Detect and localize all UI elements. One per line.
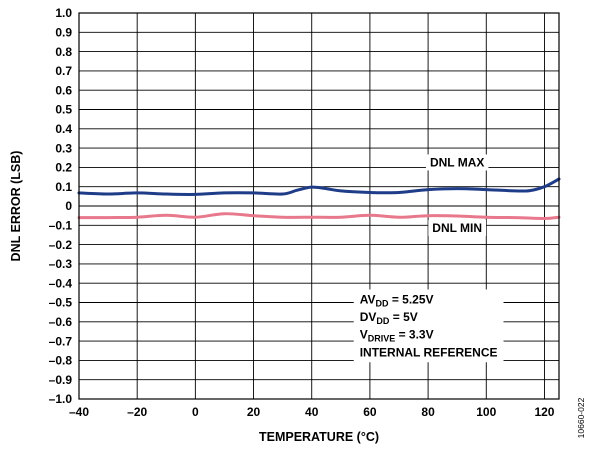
condition-line: INTERNAL REFERENCE bbox=[360, 345, 498, 359]
x-axis-title: TEMPERATURE (°C) bbox=[259, 430, 379, 444]
y-tick-label: 0.6 bbox=[55, 83, 72, 97]
plot-frame bbox=[78, 12, 560, 400]
x-tick-label: 60 bbox=[363, 405, 377, 419]
y-tick-label: –0.4 bbox=[49, 276, 73, 290]
y-tick-label: 0 bbox=[65, 199, 72, 213]
y-tick-labels: 1.0 0.9 0.8 0.7 0.6 0.5 0.4 0.3 0.2 0.1 0 –0.1 –0.2 –… bbox=[49, 6, 73, 406]
dnl-min-label: DNL MIN bbox=[432, 221, 482, 235]
x-tick-label: 100 bbox=[476, 405, 496, 419]
dnl-max-label: DNL MAX bbox=[430, 155, 484, 169]
y-tick-label: 0.8 bbox=[55, 45, 72, 59]
y-tick-label: –0.2 bbox=[49, 238, 73, 252]
y-tick-label: –0.9 bbox=[49, 373, 73, 387]
y-tick-label: 0.1 bbox=[55, 180, 72, 194]
y-axis-title: DNL ERROR (LSB) bbox=[9, 151, 23, 262]
x-tick-label: 0 bbox=[192, 405, 199, 419]
y-tick-label: 0.7 bbox=[55, 64, 72, 78]
x-tick-label: –20 bbox=[127, 405, 147, 419]
y-tick-label: 1.0 bbox=[55, 6, 72, 20]
conditions-annotation: AVDD = 5.25V DVDD = 5V VDRIVE = 3.3VINTERN… bbox=[360, 292, 498, 359]
y-tick-label: –0.5 bbox=[49, 296, 73, 310]
y-tick-label: –1.0 bbox=[49, 392, 73, 406]
y-tick-label: –0.7 bbox=[49, 334, 73, 348]
y-tick-label: 0.9 bbox=[55, 26, 72, 40]
y-tick-label: –0.8 bbox=[49, 354, 73, 368]
figure-id: 10660-022 bbox=[576, 397, 586, 438]
condition-line: AVDD = 5.25V bbox=[360, 292, 434, 308]
x-tick-label: –40 bbox=[69, 405, 89, 419]
y-tick-label: –0.3 bbox=[49, 257, 73, 271]
y-tick-label: 0.2 bbox=[55, 161, 72, 175]
series-line-dnl-min bbox=[77, 212, 561, 221]
x-tick-label: 120 bbox=[534, 405, 554, 419]
dnl-max-label-bg bbox=[425, 154, 489, 171]
y-tick-label: 0.4 bbox=[55, 122, 72, 136]
series-line-dnl-max bbox=[77, 177, 561, 196]
data-series bbox=[77, 177, 561, 221]
condition-line: VDRIVE = 3.3V bbox=[360, 328, 434, 344]
x-tick-label: 80 bbox=[421, 405, 435, 419]
conditions-box bbox=[353, 289, 504, 363]
dnl-min-label-bg bbox=[428, 220, 487, 237]
y-tick-label: –0.1 bbox=[49, 219, 73, 233]
x-tick-label: 40 bbox=[305, 405, 319, 419]
x-tick-label: 20 bbox=[247, 405, 261, 419]
y-tick-label: –0.6 bbox=[49, 315, 73, 329]
condition-line: DVDD = 5V bbox=[360, 310, 418, 326]
x-tick-labels: –40 –20 0 20 40 60 80 100 120 bbox=[69, 405, 555, 419]
y-tick-label: 0.5 bbox=[55, 103, 72, 117]
y-tick-label: 0.3 bbox=[55, 141, 72, 155]
